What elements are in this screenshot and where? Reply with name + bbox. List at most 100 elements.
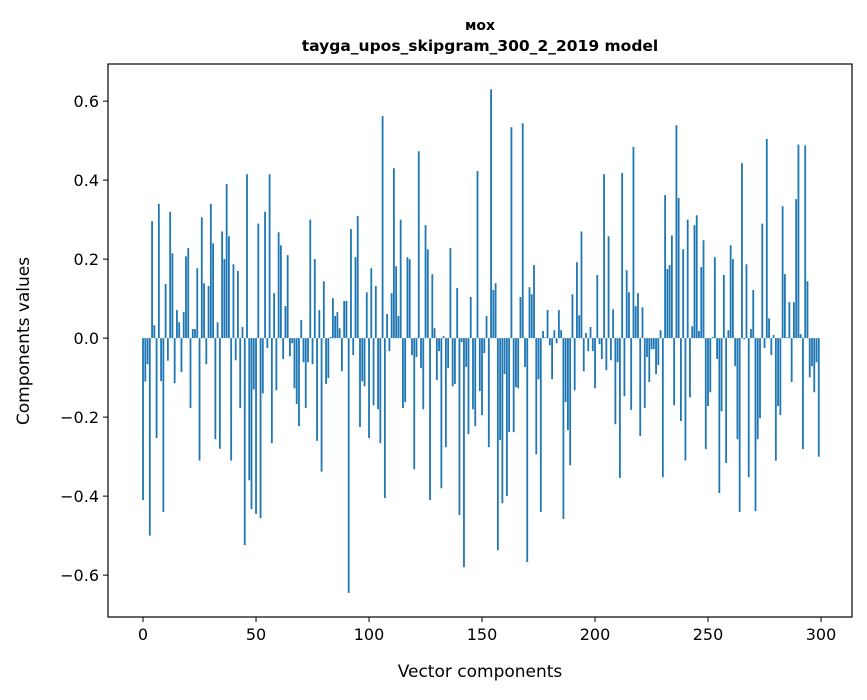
bar xyxy=(379,338,382,444)
bar xyxy=(182,312,185,339)
bar xyxy=(250,338,253,510)
bar xyxy=(241,327,244,339)
bar xyxy=(282,338,285,360)
bar xyxy=(815,338,818,363)
bar xyxy=(555,338,558,344)
bar xyxy=(402,338,404,409)
bar xyxy=(411,338,413,356)
y-tick-label: 0.4 xyxy=(74,171,99,190)
bar xyxy=(279,245,282,339)
bar xyxy=(743,338,746,340)
bar xyxy=(510,127,513,339)
bar xyxy=(713,257,716,339)
bar xyxy=(191,329,194,339)
bar xyxy=(354,257,357,339)
bar xyxy=(463,338,465,568)
bar xyxy=(298,338,300,427)
bar xyxy=(216,322,219,339)
bar xyxy=(535,338,538,455)
bar xyxy=(311,338,314,365)
bar xyxy=(327,338,330,379)
bar xyxy=(155,338,158,439)
bar xyxy=(515,338,517,388)
bar xyxy=(591,338,594,352)
bar xyxy=(747,338,750,478)
bar xyxy=(370,268,373,339)
bar xyxy=(478,338,481,392)
bar xyxy=(399,219,402,339)
bar xyxy=(460,338,463,343)
bar xyxy=(576,262,578,339)
bar xyxy=(246,174,248,339)
bar xyxy=(304,338,307,409)
bar xyxy=(806,281,809,339)
bar xyxy=(738,338,741,512)
bar xyxy=(476,171,479,339)
bar xyxy=(270,338,273,444)
bar xyxy=(759,338,761,419)
bar xyxy=(768,318,770,339)
bar xyxy=(176,310,178,339)
bar xyxy=(668,265,671,339)
bar xyxy=(259,338,262,519)
bar xyxy=(650,338,653,350)
bar xyxy=(144,338,147,382)
bar xyxy=(750,329,752,339)
chart-title: мох xyxy=(465,18,495,34)
x-tick-label: 100 xyxy=(354,625,385,644)
bar xyxy=(390,293,393,339)
bar xyxy=(621,173,624,339)
bar xyxy=(664,195,666,339)
bars-group xyxy=(142,89,820,593)
bar xyxy=(811,338,813,367)
y-tick-label: −0.2 xyxy=(60,408,99,427)
bar xyxy=(655,338,657,375)
bar xyxy=(521,123,524,339)
bar xyxy=(596,274,599,339)
bar xyxy=(569,338,572,466)
bar xyxy=(444,338,447,448)
bar xyxy=(302,338,305,363)
bar xyxy=(709,338,712,393)
bar xyxy=(187,248,190,339)
bar xyxy=(363,338,366,387)
bar xyxy=(646,338,648,358)
bar xyxy=(289,338,291,357)
plot-frame xyxy=(107,63,853,618)
bar xyxy=(252,338,255,390)
bar xyxy=(691,326,694,339)
bar xyxy=(345,301,348,339)
bar xyxy=(171,253,174,339)
bar xyxy=(336,312,339,339)
bar xyxy=(352,338,355,356)
bar xyxy=(537,338,540,380)
bar xyxy=(793,302,795,339)
bar xyxy=(365,292,368,339)
bar xyxy=(264,211,266,339)
bar xyxy=(695,215,698,339)
bar xyxy=(237,270,239,339)
bar xyxy=(413,338,416,470)
bar xyxy=(519,297,522,339)
bar xyxy=(300,319,303,339)
bar xyxy=(813,338,816,393)
bar xyxy=(804,145,807,339)
bar xyxy=(485,316,488,339)
bar xyxy=(625,270,628,339)
bar xyxy=(508,338,511,433)
bar xyxy=(255,338,257,514)
bar xyxy=(261,338,264,394)
bar xyxy=(718,338,721,493)
bar xyxy=(564,338,567,403)
bar xyxy=(614,338,617,425)
bar xyxy=(162,338,165,512)
bar xyxy=(682,249,685,339)
bar xyxy=(148,338,151,536)
bar xyxy=(689,338,691,398)
bar xyxy=(467,338,470,435)
bar xyxy=(185,256,187,339)
bar xyxy=(722,274,725,339)
bar xyxy=(454,338,456,384)
bar xyxy=(731,259,734,339)
bar xyxy=(609,338,612,361)
